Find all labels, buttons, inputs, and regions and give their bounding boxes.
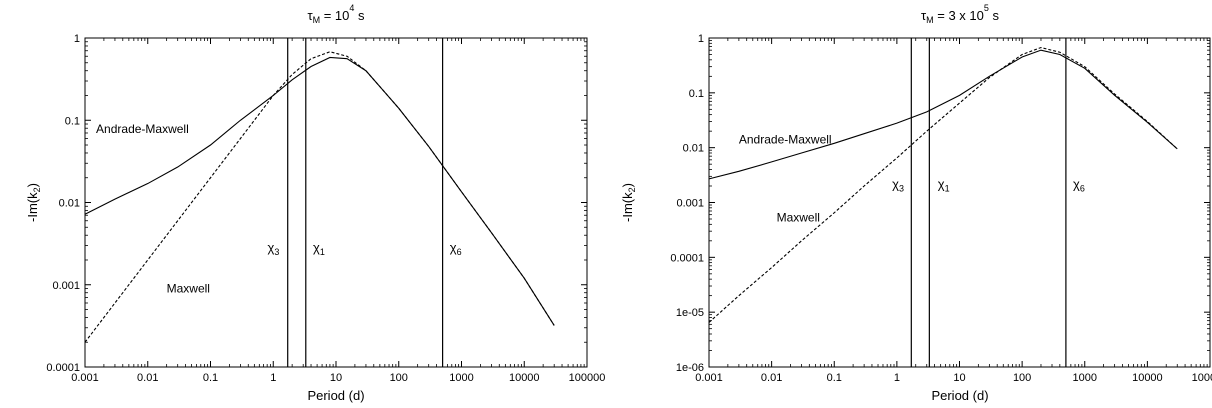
andrade-maxwell-curve bbox=[708, 49, 1178, 180]
chi-label: χ1 bbox=[313, 240, 325, 257]
x-tick-label: 1000 bbox=[1073, 372, 1097, 384]
plot-frame bbox=[84, 37, 588, 368]
right-panel: 0.001 0.01 0.1 1 10 100 1000 10000 100000 1e-06 1e… bbox=[620, 3, 1212, 403]
maxwell-curve bbox=[84, 51, 555, 343]
x-tick-label: 100000 bbox=[569, 372, 606, 384]
curve-label: Andrade-Maxwell bbox=[96, 122, 189, 136]
plot-frame bbox=[708, 37, 1211, 368]
y-tick-label: 0.001 bbox=[676, 198, 704, 210]
x-tick-label: 0.01 bbox=[761, 372, 782, 384]
x-tick-label: 10 bbox=[953, 372, 965, 384]
x-axis-label: Period (d) bbox=[307, 388, 364, 403]
y-tick-label: 1 bbox=[698, 33, 704, 45]
x-tick-label: 100 bbox=[390, 372, 408, 384]
y-tick-label: 0.0001 bbox=[670, 252, 704, 264]
x-tick-label: 0.1 bbox=[827, 372, 842, 384]
curve-label: Maxwell bbox=[777, 211, 820, 225]
x-tick-label: 10000 bbox=[1132, 372, 1163, 384]
y-tick-label: 0.01 bbox=[683, 143, 704, 155]
chart-title: τM = 3 x 105 s bbox=[921, 3, 1000, 25]
curve-label: Andrade-Maxwell bbox=[739, 132, 832, 146]
chi-label: χ6 bbox=[450, 240, 462, 257]
x-tick-label: 100 bbox=[1013, 372, 1031, 384]
y-tick-label: 1e-05 bbox=[676, 307, 704, 319]
maxwell-curve bbox=[708, 46, 1178, 323]
x-tick-label: 10 bbox=[330, 372, 342, 384]
chi-label: χ3 bbox=[892, 177, 904, 194]
chi-label: χ1 bbox=[938, 177, 950, 194]
x-tick-label: 1 bbox=[894, 372, 900, 384]
y-tick-label: 1 bbox=[74, 33, 80, 45]
y-axis-label: -Im(k2) bbox=[25, 183, 42, 222]
x-tick-label: 10000 bbox=[509, 372, 540, 384]
x-tick-label: 0.1 bbox=[203, 372, 218, 384]
andrade-maxwell-curve bbox=[84, 56, 555, 326]
y-tick-label: 1e-06 bbox=[676, 362, 704, 374]
y-tick-label: 0.0001 bbox=[46, 362, 80, 374]
x-tick-label: 1 bbox=[270, 372, 276, 384]
chi-label: χ3 bbox=[267, 240, 279, 257]
curve-label: Maxwell bbox=[167, 282, 210, 296]
y-tick-label: 0.01 bbox=[59, 198, 80, 210]
x-axis-label: Period (d) bbox=[931, 388, 988, 403]
x-tick-label: 1000 bbox=[449, 372, 473, 384]
chi-label: χ6 bbox=[1073, 177, 1085, 194]
x-tick-label: 0.01 bbox=[137, 372, 158, 384]
y-tick-label: 0.1 bbox=[65, 115, 80, 127]
x-tick-label: 0.001 bbox=[695, 372, 723, 384]
x-tick-label: 100000 bbox=[1192, 372, 1212, 384]
chart-title: τM = 104 s bbox=[307, 3, 365, 25]
y-axis-label: -Im(k2) bbox=[620, 183, 637, 222]
y-tick-label: 0.001 bbox=[52, 280, 80, 292]
x-tick-label: 0.001 bbox=[71, 372, 99, 384]
left-panel: 0.001 0.01 0.1 1 10 100 1000 10000 1000000.00010… bbox=[25, 3, 605, 403]
y-tick-label: 0.1 bbox=[689, 88, 704, 100]
